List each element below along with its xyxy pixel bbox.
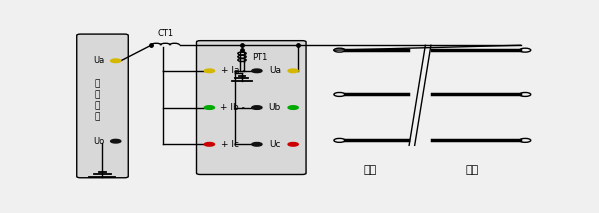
Text: + Ia -: + Ia - (220, 66, 245, 75)
Text: Ua: Ua (269, 66, 281, 75)
FancyBboxPatch shape (196, 41, 306, 174)
FancyBboxPatch shape (77, 34, 128, 178)
Text: CT1: CT1 (158, 29, 174, 38)
Text: PT1: PT1 (252, 53, 268, 62)
Circle shape (111, 59, 121, 63)
Circle shape (204, 69, 214, 73)
Circle shape (252, 106, 262, 109)
Text: Uo: Uo (93, 137, 105, 146)
Circle shape (252, 69, 262, 73)
Text: 单
相
电
源: 单 相 电 源 (95, 79, 100, 121)
Text: Uc: Uc (269, 140, 280, 149)
Text: Ub: Ub (268, 103, 281, 112)
Text: Ua: Ua (93, 56, 105, 65)
Circle shape (288, 69, 298, 73)
Circle shape (204, 106, 214, 109)
Text: + Ib -: + Ib - (220, 103, 246, 112)
Circle shape (204, 142, 214, 146)
Text: 末端: 末端 (465, 165, 479, 175)
Circle shape (252, 142, 262, 146)
Text: 始端: 始端 (363, 165, 376, 175)
Circle shape (111, 139, 121, 143)
Text: + Ic -: + Ic - (221, 140, 245, 149)
Circle shape (288, 106, 298, 109)
Circle shape (288, 142, 298, 146)
